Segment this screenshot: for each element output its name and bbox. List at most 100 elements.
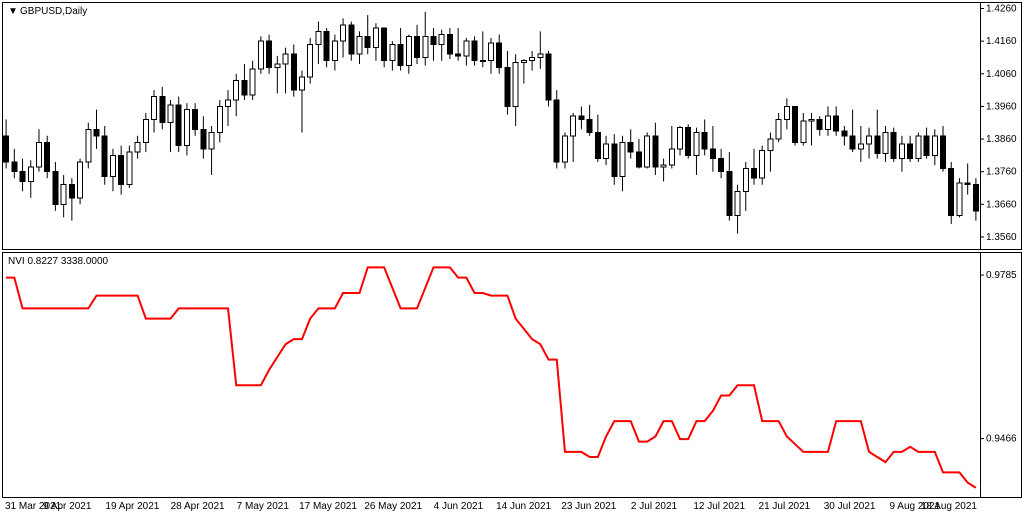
candle-body	[858, 144, 863, 149]
candle-body	[636, 152, 641, 167]
candle-body	[283, 54, 288, 64]
candle-body	[28, 167, 33, 182]
x-axis-label: 17 May 2021	[299, 501, 357, 512]
x-axis-label: 23 Jun 2021	[561, 501, 616, 512]
x-axis-label: 2 Jul 2021	[631, 501, 678, 512]
candle-body	[127, 152, 132, 185]
price-tick-label: 1.3760	[986, 167, 1017, 178]
candle-body	[793, 106, 798, 142]
candle-body	[817, 119, 822, 129]
candle-body	[209, 133, 214, 149]
candle-body	[825, 116, 830, 129]
candle-body	[373, 28, 378, 48]
candle-body	[78, 162, 83, 198]
candle-body	[324, 31, 329, 60]
candle-body	[620, 142, 625, 176]
candle-body	[4, 136, 9, 162]
candle-body	[349, 25, 354, 54]
price-tick-label: 1.3560	[986, 232, 1017, 243]
candle-body	[908, 144, 913, 159]
candle-body	[612, 144, 617, 177]
candle-body	[571, 116, 576, 136]
candle-body	[250, 69, 255, 95]
candle-body	[965, 183, 970, 185]
candle-body	[36, 142, 41, 166]
candle-body	[390, 44, 395, 60]
candle-body	[949, 168, 954, 215]
candle-body	[899, 144, 904, 159]
candle-body	[464, 41, 469, 56]
candle-body	[809, 119, 814, 121]
candle-body	[217, 106, 222, 132]
candle-body	[423, 36, 428, 57]
candle-body	[102, 136, 107, 177]
candle-body	[357, 36, 362, 54]
candle-body	[45, 142, 50, 171]
price-tick-label: 1.3660	[986, 199, 1017, 210]
price-tick-label: 1.4260	[986, 4, 1017, 15]
candle-body	[242, 80, 247, 95]
candle-body	[554, 100, 559, 162]
candle-body	[406, 36, 411, 65]
candle-body	[184, 110, 189, 146]
candle-body	[883, 133, 888, 154]
candle-body	[480, 61, 485, 62]
panel-border	[3, 3, 1022, 250]
candle-body	[932, 136, 937, 156]
candle-body	[456, 54, 461, 56]
candle-body	[497, 43, 502, 67]
candle-body	[784, 106, 789, 119]
candle-body	[86, 129, 91, 162]
candle-body	[12, 162, 17, 172]
candle-body	[850, 136, 855, 149]
candle-body	[661, 165, 666, 167]
candle-body	[61, 185, 66, 205]
candle-body	[505, 67, 510, 106]
chart-container: 1.35601.36601.37601.38601.39601.40601.41…	[0, 0, 1024, 512]
price-tick-label: 1.3960	[986, 101, 1017, 112]
candle-body	[332, 41, 337, 61]
candle-body	[595, 133, 600, 159]
x-axis-label: 9 Apr 2021	[43, 501, 92, 512]
candle-body	[587, 119, 592, 132]
candle-body	[562, 136, 567, 162]
price-tick-label: 1.3860	[986, 134, 1017, 145]
candle-body	[719, 159, 724, 172]
candle-body	[415, 36, 420, 57]
x-axis-label: 12 Jul 2021	[693, 501, 745, 512]
x-axis-label: 19 Apr 2021	[105, 501, 159, 512]
candle-body	[365, 36, 370, 47]
candle-body	[801, 121, 806, 142]
candle-body	[168, 105, 173, 123]
candle-body	[538, 54, 543, 57]
x-axis-label: 28 Apr 2021	[171, 501, 225, 512]
candle-body	[628, 142, 633, 152]
candle-body	[710, 149, 715, 159]
dropdown-triangle-icon[interactable]: ▼	[8, 6, 18, 17]
candle-body	[316, 31, 321, 44]
candle-body	[447, 35, 452, 55]
candle-body	[669, 149, 674, 165]
candle-body	[299, 77, 304, 90]
candle-body	[546, 54, 551, 100]
candle-body	[694, 133, 699, 156]
price-tick-label: 1.4060	[986, 69, 1017, 80]
candle-body	[341, 25, 346, 41]
x-axis-label: 14 Jun 2021	[496, 501, 551, 512]
x-axis-label: 30 Jul 2021	[824, 501, 876, 512]
candle-body	[69, 185, 74, 198]
panel-border	[3, 253, 1022, 498]
indicator-tick-label: 0.9466	[986, 434, 1017, 445]
candle-body	[152, 97, 157, 120]
candle-body	[226, 100, 231, 107]
candle-body	[119, 155, 124, 184]
indicator-panel-title: NVI 0.8227 3338.0000	[8, 256, 109, 267]
candle-body	[110, 155, 115, 176]
candle-body	[267, 41, 272, 67]
candle-body	[439, 35, 444, 45]
chart-svg[interactable]: 1.35601.36601.37601.38601.39601.40601.41…	[0, 0, 1024, 512]
candle-body	[776, 119, 781, 139]
candle-body	[768, 139, 773, 150]
candle-body	[94, 129, 99, 136]
candle-body	[604, 144, 609, 159]
